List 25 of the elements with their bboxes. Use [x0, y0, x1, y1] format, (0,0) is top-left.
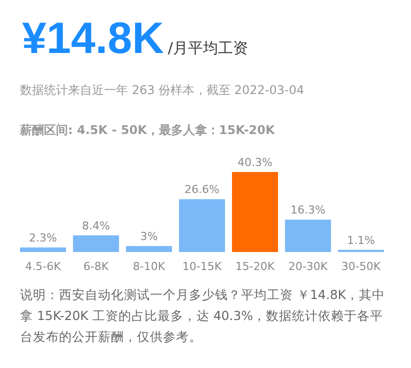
bar: [20, 247, 66, 252]
bar: [179, 199, 225, 252]
text: 说明：西安自动化测试一个月多少钱？平均工资 ￥14.8K，其中拿 15K-20K 工资的占比最多，达 40.3%，数据统计依赖于各平台发布的公开薪酬，仅供参考。: [20, 286, 386, 346]
chart-title: ¥14.8K: [22, 14, 164, 63]
x-tick-label: 10-15K: [182, 260, 222, 273]
bar: [126, 246, 172, 252]
x-tick-label: 30-50K: [341, 260, 382, 273]
data-label: 8.4%: [82, 219, 110, 232]
x-tick-label: 15-20K: [235, 260, 276, 273]
data-label: 26.6%: [184, 183, 220, 196]
x-tick-label: 8-10K: [132, 260, 166, 273]
bar: [73, 235, 119, 252]
text: 薪酬区间: 4.5K - 50K，最多人拿：15K-20K: [20, 122, 275, 139]
x-tick-label: 6-8K: [83, 260, 110, 273]
data-label: 40.3%: [238, 156, 272, 169]
text: 数据统计来自近一年 263 份样本，截至 2022-03-04: [20, 82, 304, 99]
bar: [285, 220, 331, 252]
data-label: 2.3%: [29, 231, 57, 244]
bar: [232, 172, 278, 252]
x-tick-label: 20-30K: [288, 260, 328, 273]
data-label: 3%: [140, 230, 158, 244]
data-label: 16.3%: [290, 204, 326, 217]
x-tick-label: 4.5-6K: [25, 260, 62, 273]
data-label: 1.1%: [347, 234, 375, 247]
chart-subtitle: /月平均工资: [168, 39, 248, 57]
